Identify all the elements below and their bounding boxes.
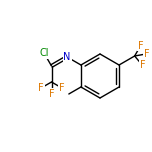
Text: F: F	[144, 49, 149, 59]
Text: F: F	[38, 83, 44, 93]
Text: F: F	[49, 89, 54, 99]
Text: F: F	[59, 83, 65, 93]
Text: F: F	[140, 60, 145, 70]
Text: N: N	[63, 52, 71, 62]
Text: Cl: Cl	[39, 48, 49, 58]
Text: F: F	[138, 41, 143, 51]
